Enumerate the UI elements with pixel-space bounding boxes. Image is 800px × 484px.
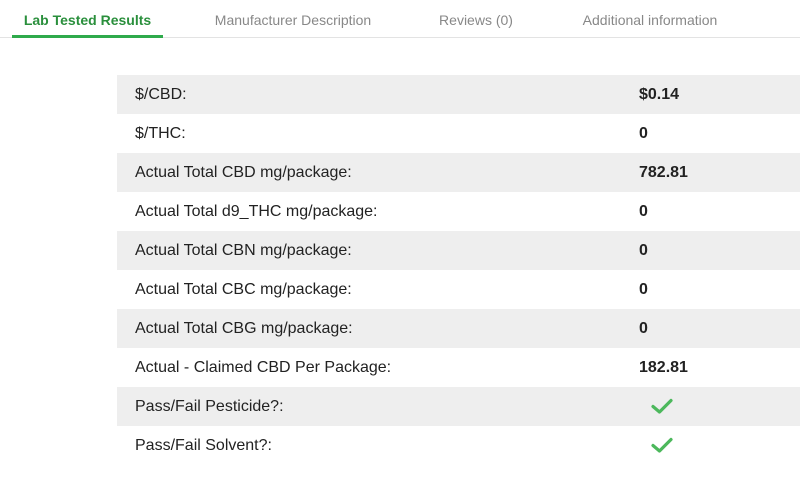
checkmark-icon [651, 398, 673, 419]
table-row: Actual Total CBN mg/package: 0 [117, 231, 800, 270]
row-label: Actual Total CBD mg/package: [135, 163, 352, 181]
row-value: 782.81 [639, 163, 688, 181]
table-row: $/THC: 0 [117, 114, 800, 153]
row-value: 182.81 [639, 358, 688, 376]
row-value: 0 [639, 319, 648, 337]
table-row: $/CBD: $0.14 [117, 75, 800, 114]
table-row: Actual - Claimed CBD Per Package: 182.81 [117, 348, 800, 387]
checkmark-icon [651, 437, 673, 458]
row-label: Pass/Fail Pesticide?: [135, 397, 284, 415]
row-label: Actual Total CBN mg/package: [135, 241, 352, 259]
row-label: Actual Total CBC mg/package: [135, 280, 352, 298]
table-row: Actual Total CBC mg/package: 0 [117, 270, 800, 309]
row-value: 0 [639, 202, 648, 220]
lab-results-table: $/CBD: $0.14 $/THC: 0 Actual Total CBD m… [117, 75, 800, 465]
row-label: Pass/Fail Solvent?: [135, 436, 272, 454]
tab-manufacturer-description[interactable]: Manufacturer Description [214, 12, 372, 28]
table-row: Pass/Fail Solvent?: [117, 426, 800, 465]
row-value [639, 387, 800, 426]
row-label: Actual Total CBG mg/package: [135, 319, 353, 337]
tab-lab-tested-results[interactable]: Lab Tested Results [12, 0, 163, 38]
row-label: $/THC: [135, 124, 186, 142]
table-row: Pass/Fail Pesticide?: [117, 387, 800, 426]
row-value: 0 [639, 280, 648, 298]
table-row: Actual Total CBG mg/package: 0 [117, 309, 800, 348]
row-label: $/CBD: [135, 85, 187, 103]
product-tabs: Lab Tested Results Manufacturer Descript… [0, 0, 800, 38]
row-label: Actual Total d9_THC mg/package: [135, 202, 378, 220]
row-label: Actual - Claimed CBD Per Package: [135, 358, 392, 376]
row-value: 0 [639, 241, 648, 259]
table-row: Actual Total d9_THC mg/package: 0 [117, 192, 800, 231]
row-value [639, 426, 800, 465]
tab-reviews[interactable]: Reviews (0) [439, 12, 513, 28]
row-value: 0 [639, 124, 648, 142]
table-row: Actual Total CBD mg/package: 782.81 [117, 153, 800, 192]
tab-additional-information[interactable]: Additional information [582, 12, 718, 28]
row-value: $0.14 [639, 85, 680, 103]
